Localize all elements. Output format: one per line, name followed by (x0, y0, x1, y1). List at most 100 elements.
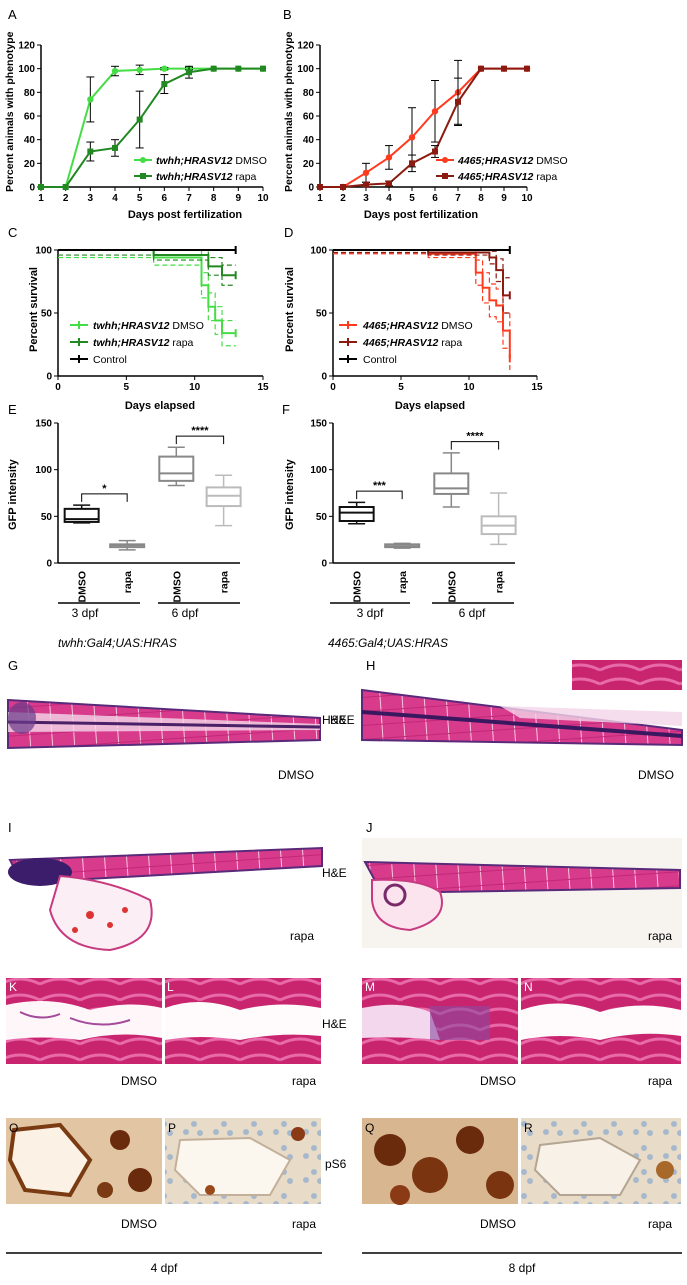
data-point-a (235, 65, 242, 72)
panel-label-d: D (284, 225, 293, 240)
panel-e: E GFP intensity 0 50 100 150 DMSO rapa DMSO ra… (7, 402, 242, 650)
x-tick-label-a: 3 (88, 193, 94, 204)
x-tick-label-d: 10 (463, 382, 475, 393)
group-label-3dpf-e: 3 dpf (72, 606, 99, 620)
ci-lower-c-0 (58, 256, 236, 347)
x-axis-label-a: Days post fertilization (128, 209, 243, 221)
data-point-a (161, 65, 168, 72)
legend-label-dmso-b: 4465;HRASV12 DMSO (457, 155, 568, 167)
legend-label-dmso-a: twhh;HRASV12 DMSO (156, 155, 267, 167)
x-category-label-f: DMSO (352, 571, 364, 603)
genotype-label-left: twhh:Gal4;UAS:HRAS (58, 636, 177, 650)
x-axis-label-d: Days elapsed (395, 400, 465, 412)
x-tick-label-b: 5 (409, 193, 415, 204)
data-point-a (87, 96, 94, 103)
panel-label-r: R (524, 1121, 533, 1135)
y-tick-label-c: 50 (41, 309, 53, 320)
panel-c: C Percent survival Days elapsed 0 5 10 15 0 5… (8, 225, 269, 412)
significance-label-f: *** (373, 480, 387, 492)
panel-label-n: N (524, 980, 533, 994)
y-tick-label-b: 80 (303, 88, 315, 99)
data-point-b (478, 65, 484, 72)
y-tick-label-b: 100 (297, 64, 314, 75)
panel-p-image: P (165, 1118, 321, 1204)
x-tick-label-c: 10 (189, 382, 201, 393)
box-f-0 (338, 506, 375, 522)
genotype-label-right: 4465:Gal4;UAS:HRAS (328, 636, 448, 650)
y-axis-label-d: Percent survival (284, 267, 296, 352)
significance-bracket-f (450, 441, 500, 450)
data-point-a (112, 144, 118, 151)
x-tick-label-d: 15 (531, 382, 543, 393)
panel-label-g: G (8, 658, 18, 673)
plot-d (333, 246, 511, 371)
y-tick-label-d: 0 (321, 372, 327, 383)
group-label-6dpf-f: 6 dpf (459, 606, 486, 620)
x-tick-label-a: 5 (137, 193, 143, 204)
plot-c (58, 246, 237, 347)
x-tick-label-c: 5 (124, 382, 130, 393)
panel-label-c: C (8, 225, 17, 240)
y-tick-label-b: 20 (303, 159, 315, 170)
y-axis-label-f: GFP intensity (284, 458, 296, 530)
legend-label-rapa-a: twhh;HRASV12 rapa (156, 171, 257, 183)
y-tick-label-b: 120 (297, 41, 314, 52)
y-tick-label-f: 100 (310, 465, 327, 476)
data-point-a (111, 67, 119, 75)
significance-label-e: **** (191, 425, 209, 437)
legend-label-control-c: Control (93, 354, 127, 366)
y-tick-label-a: 100 (18, 64, 35, 75)
panel-o-image: O (6, 1118, 162, 1204)
panel-h-image: H H&E DMSO (330, 658, 683, 782)
y-tick-label-a: 40 (24, 135, 36, 146)
data-point-a (136, 116, 143, 123)
panel-i-image: I H&E rapa (8, 820, 347, 952)
treatment-label-n: rapa (648, 1074, 672, 1088)
x-tick-label-b: 7 (455, 193, 461, 204)
significance-label-f: **** (466, 431, 484, 443)
y-axis-label-e: GFP intensity (7, 458, 19, 530)
y-tick-label-f: 50 (316, 512, 328, 523)
legend-label-dmso-d: 4465;HRASV12 DMSO (362, 320, 473, 332)
x-tick-label-c: 15 (257, 382, 269, 393)
x-tick-label-b: 8 (478, 193, 484, 204)
panel-label-i: I (8, 820, 12, 835)
y-axis-label-a: Percent animals with phenotype (4, 31, 16, 192)
ci-upper-c-1 (58, 249, 236, 266)
data-point-b (363, 181, 369, 188)
treatment-label-q: DMSO (480, 1217, 516, 1231)
box-e-2 (158, 455, 195, 482)
y-tick-label-e: 0 (46, 559, 52, 570)
panel-label-e: E (8, 402, 17, 417)
x-tick-label-b: 3 (363, 193, 369, 204)
y-tick-label-a: 120 (18, 41, 35, 52)
treatment-label-r: rapa (648, 1217, 672, 1231)
data-point-b (317, 184, 323, 190)
y-tick-label-a: 80 (24, 88, 36, 99)
y-tick-label-c: 100 (35, 246, 52, 257)
x-tick-label-a: 6 (162, 193, 168, 204)
legend-a: twhh;HRASV12 DMSO twhh;HRASV12 rapa (134, 155, 267, 183)
panel-label-b: B (283, 7, 292, 22)
y-tick-label-a: 0 (29, 183, 35, 194)
panel-b: B Percent animals with phenotype Days po… (283, 7, 568, 221)
x-tick-label-a: 1 (38, 193, 44, 204)
data-point-b (455, 98, 461, 105)
legend-label-dmso-c: twhh;HRASV12 DMSO (93, 320, 204, 332)
significance-bracket-e (175, 435, 225, 445)
y-tick-label-a: 60 (24, 112, 36, 123)
data-point-a (260, 65, 266, 72)
panel-label-q: Q (365, 1121, 374, 1135)
data-point-b (431, 108, 439, 115)
x-tick-label-a: 7 (186, 193, 192, 204)
survival-curve-d-0 (333, 249, 511, 359)
ci-lower-d-0 (333, 253, 511, 371)
panel-k-image: K (6, 978, 162, 1064)
x-tick-label-a: 2 (63, 193, 69, 204)
data-point-b (386, 180, 392, 187)
treatment-label-o: DMSO (121, 1217, 157, 1231)
data-point-b (408, 134, 416, 141)
y-tick-label-e: 100 (35, 465, 52, 476)
legend-marker-rapa-b (442, 173, 448, 179)
